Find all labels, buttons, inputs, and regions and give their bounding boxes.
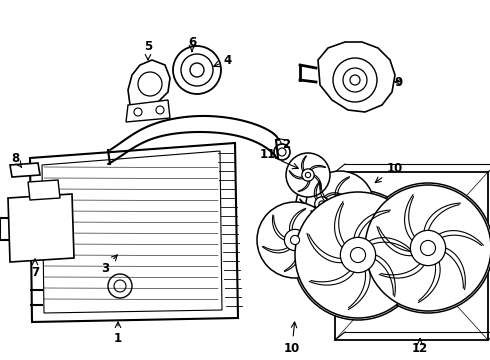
Circle shape [138, 72, 162, 96]
Polygon shape [318, 42, 395, 112]
Circle shape [410, 230, 445, 266]
Circle shape [134, 108, 142, 116]
Circle shape [338, 235, 378, 275]
Polygon shape [28, 180, 60, 200]
Text: 12: 12 [412, 339, 428, 355]
Text: 4: 4 [214, 54, 232, 67]
Circle shape [156, 106, 164, 114]
Polygon shape [10, 163, 40, 177]
Circle shape [319, 201, 325, 207]
Text: 11: 11 [260, 148, 298, 169]
Circle shape [305, 172, 311, 177]
Circle shape [408, 228, 448, 268]
Circle shape [315, 197, 329, 211]
Circle shape [293, 190, 423, 320]
Circle shape [363, 183, 490, 313]
Polygon shape [8, 194, 74, 262]
Circle shape [420, 240, 436, 256]
Text: 1: 1 [114, 322, 122, 345]
Polygon shape [335, 172, 488, 340]
Circle shape [336, 201, 344, 209]
Circle shape [350, 247, 366, 262]
Circle shape [306, 171, 374, 239]
Circle shape [302, 169, 314, 181]
Text: 9: 9 [394, 76, 402, 89]
Polygon shape [128, 60, 170, 108]
Circle shape [295, 192, 421, 318]
Text: 2: 2 [279, 138, 290, 150]
Text: 10: 10 [284, 322, 300, 355]
Text: 5: 5 [144, 40, 152, 60]
Text: 3: 3 [101, 255, 117, 274]
Circle shape [340, 237, 376, 273]
Circle shape [296, 178, 348, 230]
Circle shape [284, 229, 306, 251]
Circle shape [365, 185, 490, 311]
Text: 7: 7 [31, 259, 39, 279]
Text: 10: 10 [375, 162, 403, 183]
Circle shape [350, 75, 360, 85]
Circle shape [410, 230, 446, 266]
Circle shape [341, 237, 376, 273]
Circle shape [350, 247, 366, 263]
Text: 6: 6 [188, 36, 196, 51]
Circle shape [173, 46, 221, 94]
Circle shape [291, 235, 299, 244]
Circle shape [420, 240, 436, 256]
Circle shape [333, 58, 377, 102]
Text: 8: 8 [11, 152, 22, 167]
Circle shape [257, 202, 333, 278]
Circle shape [330, 195, 349, 215]
Polygon shape [126, 100, 170, 122]
Circle shape [286, 153, 330, 197]
